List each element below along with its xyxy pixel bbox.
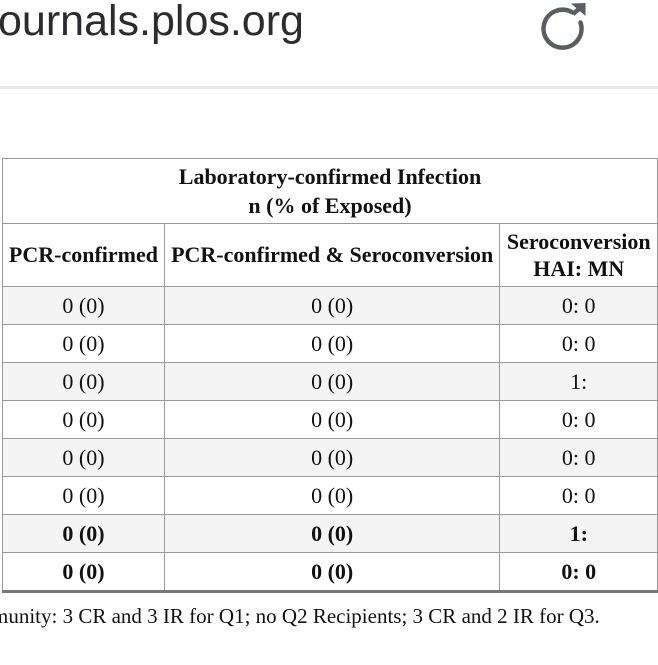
cell-seroconversion: 0: 0 [499, 324, 658, 363]
cell-seroconversion: 1: [499, 362, 658, 401]
cell-pcr: 0 (0) [2, 286, 165, 325]
table-row: 0 (0) 0 (0) 0: 0 [2, 438, 658, 477]
cell-seroconversion: 0: 0 [499, 438, 658, 477]
column-header-seroconversion-line2: HAI: MN [533, 256, 625, 281]
table-row: 0 (0) 0 (0) 1: [2, 362, 658, 401]
cell-pcr: 0 (0) [2, 438, 165, 477]
cell-pcr: 0 (0) [2, 476, 165, 515]
reload-icon [538, 3, 590, 56]
table-row: 0 (0) 0 (0) 0: 0 [2, 324, 658, 363]
table-column-header-row: PCR-confirmed PCR-confirmed & Seroconver… [2, 223, 658, 287]
span-header-line2: n (% of Exposed) [248, 193, 412, 218]
table-row-total: 0 (0) 0 (0) 1: [2, 514, 658, 553]
results-table: Laboratory-confirmed Infection n (% of E… [2, 158, 658, 593]
cell-pcr-seroconversion: 0 (0) [163, 324, 501, 363]
span-header-cell: Laboratory-confirmed Infection n (% of E… [2, 158, 658, 224]
table-span-header-row: Laboratory-confirmed Infection n (% of E… [2, 158, 658, 224]
cell-pcr-seroconversion: 0 (0) [163, 514, 501, 553]
cell-pcr-seroconversion: 0 (0) [163, 362, 501, 401]
column-header-seroconversion: Seroconversion HAI: MN [499, 223, 658, 287]
cell-pcr: 0 (0) [2, 324, 165, 363]
table-row: 0 (0) 0 (0) 0: 0 [2, 286, 658, 325]
column-header-pcr: PCR-confirmed [2, 223, 165, 287]
column-header-pcr-seroconversion: PCR-confirmed & Seroconversion [163, 223, 501, 287]
cell-pcr-seroconversion: 0 (0) [163, 400, 501, 439]
reload-button[interactable] [538, 1, 590, 53]
span-header-line1: Laboratory-confirmed Infection [178, 163, 482, 189]
cell-pcr: 0 (0) [2, 514, 165, 553]
cell-pcr: 0 (0) [2, 400, 165, 439]
cell-seroconversion: 0: 0 [499, 476, 658, 515]
cell-pcr-seroconversion: 0 (0) [163, 476, 501, 515]
cell-seroconversion: 0: 0 [499, 400, 658, 439]
cell-pcr-seroconversion: 0 (0) [163, 286, 501, 325]
cell-pcr: 0 (0) [2, 362, 165, 401]
cell-seroconversion: 0: 0 [499, 286, 658, 325]
cell-pcr-seroconversion: 0 (0) [163, 438, 501, 477]
column-header-seroconversion-line1: Seroconversion [506, 228, 651, 254]
table-row-total: 0 (0) 0 (0) 0: 0 [2, 552, 658, 593]
cell-pcr: 0 (0) [2, 552, 165, 593]
cell-seroconversion: 0: 0 [499, 552, 658, 593]
table-footnote: munity: 3 CR and 3 IR for Q1; no Q2 Reci… [0, 604, 600, 628]
table-row: 0 (0) 0 (0) 0: 0 [2, 476, 658, 515]
cell-seroconversion: 1: [499, 514, 658, 553]
divider [0, 86, 658, 89]
cell-pcr-seroconversion: 0 (0) [163, 552, 501, 593]
url-text[interactable]: ournals.plos.org [0, 0, 304, 45]
table-row: 0 (0) 0 (0) 0: 0 [2, 400, 658, 439]
